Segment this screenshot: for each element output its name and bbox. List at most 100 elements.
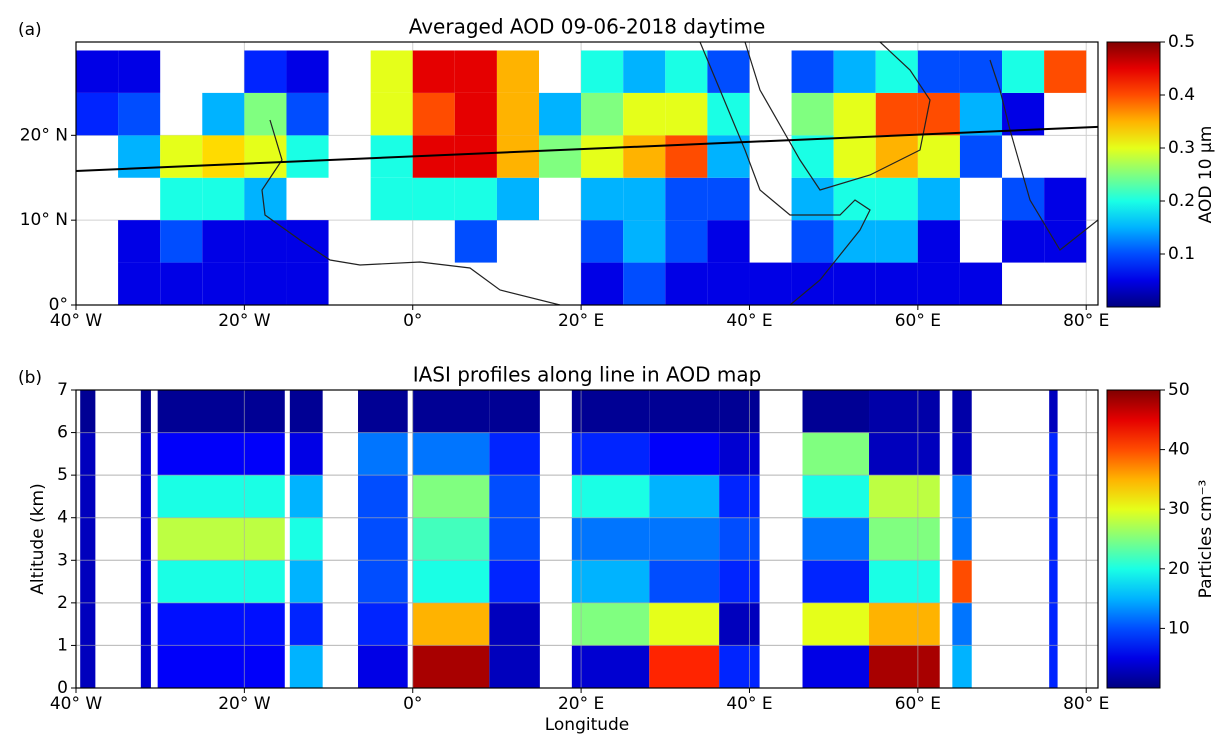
x-tick-label: 40° E: [726, 311, 772, 331]
profile-cell: [157, 517, 285, 561]
aod-cell: [875, 177, 918, 221]
y-tick-label: 6: [57, 423, 68, 443]
profile-cell: [952, 390, 972, 433]
aod-cell: [623, 220, 666, 263]
aod-cell: [76, 50, 119, 93]
aod-cell: [496, 135, 540, 178]
aod-cell: [118, 262, 161, 305]
profile-cell: [719, 390, 760, 433]
profile-cell: [649, 517, 720, 561]
profile-cell: [869, 432, 940, 476]
profile-cell: [412, 475, 490, 518]
aod-cell: [665, 262, 708, 305]
aod-cell: [412, 92, 455, 136]
y-tick-label: 10° N: [20, 210, 68, 230]
x-tick-label: 80° E: [1063, 694, 1109, 714]
profile-cell: [358, 560, 408, 603]
colorbar-label: Particles cm⁻³: [1196, 480, 1216, 599]
profile-cell: [157, 560, 285, 603]
aod-cell: [370, 92, 413, 136]
profile-cell: [802, 390, 870, 433]
colorbar-tick-label: 0.1: [1168, 244, 1195, 264]
x-tick-label: 40° E: [726, 694, 772, 714]
aod-cell: [833, 135, 876, 178]
aod-cell: [202, 135, 245, 178]
x-axis-label: Longitude: [545, 715, 630, 734]
colorbar-tick-label: 0.5: [1168, 32, 1195, 52]
profile-cell: [412, 517, 490, 561]
aod-cell: [833, 262, 876, 305]
y-tick-label: 0: [57, 678, 68, 698]
profile-cell: [869, 517, 940, 561]
profile-cell: [412, 602, 490, 646]
aod-cell: [875, 262, 918, 305]
aod-cell: [623, 135, 666, 178]
aod-cell: [286, 92, 329, 136]
aod-cell: [665, 92, 708, 136]
colorbar-tick-label: 20: [1168, 559, 1190, 579]
aod-cell: [454, 177, 497, 221]
profile-cell: [358, 432, 408, 476]
y-tick-label: 0°: [49, 295, 68, 315]
profile-cell: [1049, 645, 1058, 688]
aod-cell: [749, 262, 792, 305]
profile-cell: [80, 517, 96, 561]
profile-cell: [869, 560, 940, 603]
profile-cell: [412, 432, 490, 476]
profile-cell: [649, 390, 720, 433]
colorbar-tick-label: 30: [1168, 499, 1190, 519]
profile-cell: [719, 560, 760, 603]
profile-cell: [140, 475, 151, 518]
y-tick-label: 4: [57, 508, 68, 528]
profile-cell: [412, 390, 490, 433]
profile-cell: [412, 560, 490, 603]
aod-cell: [875, 135, 918, 178]
aod-cell: [286, 50, 329, 93]
aod-cell: [286, 220, 329, 263]
aod-cell: [202, 177, 245, 221]
aod-cell: [623, 92, 666, 136]
profile-cell: [489, 645, 540, 688]
profile-cell: [489, 602, 540, 646]
profile-cell: [80, 390, 96, 433]
aod-cell: [496, 92, 540, 136]
profile-cell: [1049, 432, 1058, 476]
aod-cell: [244, 135, 287, 178]
aod-cell: [875, 92, 918, 136]
aod-cell: [833, 220, 876, 263]
aod-cell: [496, 177, 540, 221]
aod-cell: [959, 135, 1003, 178]
panel-label: (b): [18, 368, 42, 388]
aod-cell: [707, 220, 750, 263]
profile-cell: [80, 475, 96, 518]
y-tick-label: 20° N: [20, 125, 68, 145]
profile-cell: [802, 475, 870, 518]
aod-cell: [581, 135, 624, 178]
aod-cell: [581, 177, 624, 221]
profile-cell: [869, 475, 940, 518]
coastlines: [261, 42, 1098, 305]
aod-cell: [412, 177, 455, 221]
profile-cell: [1049, 390, 1058, 433]
aod-cell: [1002, 220, 1045, 263]
aod-cell: [286, 135, 329, 178]
aod-cell: [917, 220, 960, 263]
aod-cell: [665, 177, 708, 221]
aod-cell: [581, 50, 624, 93]
aod-cell: [917, 262, 960, 305]
aod-cell: [707, 262, 750, 305]
aod-cell: [959, 262, 1003, 305]
profile-cell: [489, 475, 540, 518]
aod-cell: [370, 50, 413, 93]
aod-cell: [791, 50, 834, 93]
profile-cell: [289, 475, 323, 518]
transect-line: [75, 125, 1099, 172]
aod-cell: [454, 92, 497, 136]
profile-cell: [719, 475, 760, 518]
aod-cell: [707, 50, 750, 93]
profile-cell: [719, 602, 760, 646]
x-tick-label: 60° E: [895, 694, 941, 714]
aod-cell: [791, 220, 834, 263]
x-tick-label: 20° E: [558, 311, 604, 331]
aod-cell: [496, 50, 540, 93]
